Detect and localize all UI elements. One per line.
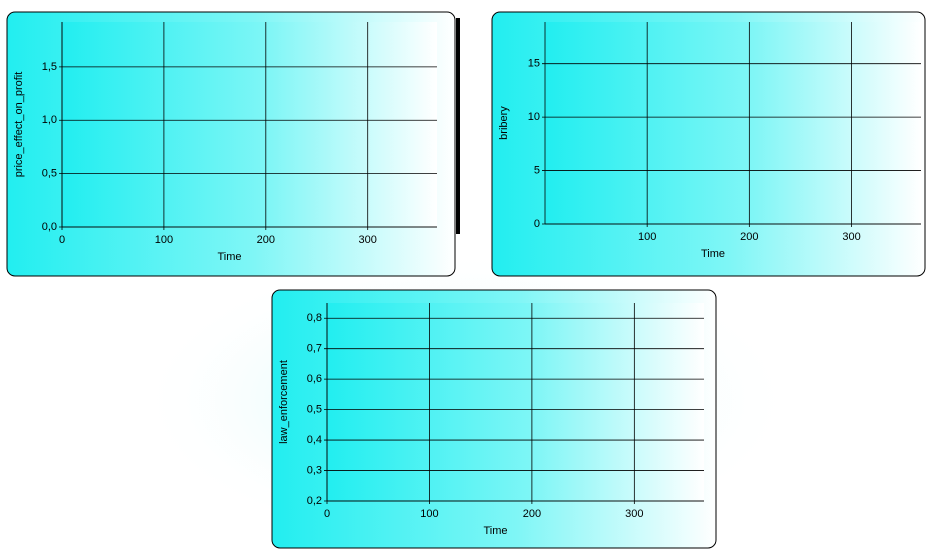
x-axis-label: Time (483, 525, 507, 537)
x-tick-label: 100 (155, 234, 173, 246)
y-tick-label: 0,0 (42, 221, 57, 233)
y-tick-label: 10 (528, 111, 540, 123)
x-tick-label: 300 (359, 234, 377, 246)
x-axis-label: Time (217, 251, 241, 263)
y-tick-label: 0,5 (42, 168, 57, 180)
charts: 0,00,51,01,50100200300Timeprice_effect_o… (0, 0, 932, 552)
plot-area (327, 303, 704, 501)
x-tick-label: 300 (625, 508, 643, 520)
y-axis-label: price_effect_on_profit (13, 72, 25, 178)
plot-area (62, 22, 437, 227)
y-tick-label: 0,8 (307, 312, 322, 324)
y-tick-label: 0,6 (307, 373, 322, 385)
y-axis-label: law_enforcement (278, 360, 290, 444)
y-axis-label: bribery (498, 106, 510, 140)
page: 0,00,51,01,50100200300Timeprice_effect_o… (0, 0, 932, 552)
x-tick-label: 200 (257, 234, 275, 246)
divider (456, 18, 460, 234)
x-tick-label: 200 (740, 231, 758, 243)
x-tick-label: 200 (523, 508, 541, 520)
x-tick-label: 0 (324, 508, 330, 520)
y-tick-label: 0,2 (307, 495, 322, 507)
plot-area (545, 22, 921, 224)
y-tick-label: 0 (534, 218, 540, 230)
y-tick-label: 1,5 (42, 61, 57, 73)
y-tick-label: 1,0 (42, 114, 57, 126)
x-tick-label: 100 (638, 231, 656, 243)
y-tick-label: 0,3 (307, 464, 322, 476)
x-tick-label: 100 (420, 508, 438, 520)
x-tick-label: 300 (842, 231, 860, 243)
x-tick-label: 0 (59, 234, 65, 246)
y-tick-label: 0,7 (307, 343, 322, 355)
y-tick-label: 5 (534, 164, 540, 176)
y-tick-label: 0,4 (307, 434, 322, 446)
y-tick-label: 0,5 (307, 404, 322, 416)
y-tick-label: 15 (528, 58, 540, 70)
x-axis-label: Time (701, 248, 725, 260)
